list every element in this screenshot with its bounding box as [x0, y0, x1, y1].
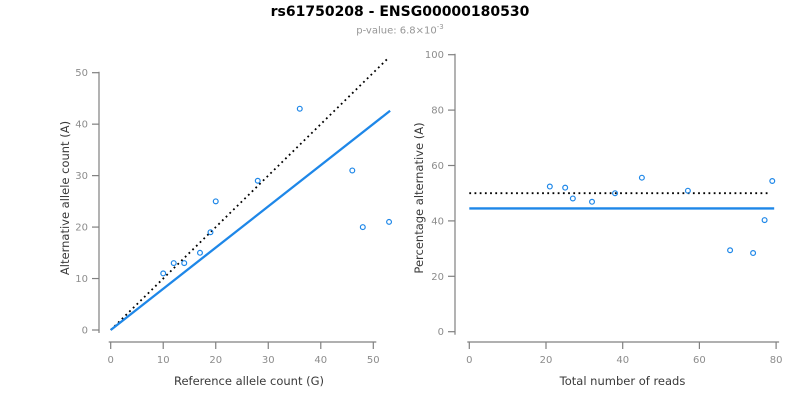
- y-tick-label: 10: [75, 274, 88, 285]
- data-point: [638, 174, 645, 181]
- x-tick-label: 0: [466, 355, 472, 366]
- y-tick-label: 50: [75, 68, 88, 79]
- data-point: [170, 260, 177, 267]
- identity-line: [110, 58, 389, 331]
- data-point: [684, 187, 691, 194]
- data-point: [349, 167, 356, 174]
- x-tick-label: 10: [157, 355, 170, 366]
- y-axis-label: Alternative allele count (A): [58, 121, 72, 275]
- left-scatter-panel: 0 10 20 30 40 50 0 10 20 30 40 50 Reference allele …: [58, 58, 393, 388]
- y-tick-label: 20: [75, 223, 88, 234]
- x-tick-label: 40: [314, 355, 327, 366]
- y-tick-label: 0: [438, 327, 444, 338]
- data-point: [761, 217, 768, 224]
- data-point: [207, 229, 214, 236]
- data-point: [296, 105, 303, 112]
- x-tick-label: 20: [540, 355, 553, 366]
- data-point: [386, 218, 393, 225]
- y-tick-label: 0: [82, 326, 88, 337]
- data-point: [750, 250, 757, 257]
- y-tick-label: 40: [75, 120, 88, 131]
- data-point: [254, 177, 261, 184]
- data-point: [562, 184, 569, 191]
- data-point: [359, 224, 366, 231]
- x-tick-label: 60: [693, 355, 706, 366]
- y-tick-label: 40: [431, 216, 444, 227]
- data-point: [589, 198, 596, 205]
- y-tick-label: 100: [425, 50, 444, 61]
- y-tick-label: 20: [431, 272, 444, 283]
- data-point: [612, 190, 619, 197]
- data-point: [196, 249, 203, 256]
- data-point: [160, 270, 167, 277]
- data-point: [181, 260, 188, 267]
- x-axis-label: Reference allele count (G): [174, 374, 324, 388]
- data-point: [546, 183, 553, 190]
- pvalue-text: p-value: 6.8×10: [356, 25, 437, 37]
- x-tick-label: 30: [262, 355, 275, 366]
- y-tick-label: 80: [431, 106, 444, 117]
- right-scatter-panel: 0 20 40 60 80 0 20 40 60 80 100 Total number of re…: [412, 50, 782, 388]
- plot-subtitle: p-value: 6.8×10-3: [0, 23, 800, 36]
- x-tick-label: 80: [770, 355, 783, 366]
- pvalue-exponent: -3: [436, 23, 444, 31]
- data-point: [569, 195, 576, 202]
- data-point: [212, 198, 219, 205]
- fit-line: [109, 109, 391, 331]
- x-axis-label: Total number of reads: [559, 374, 686, 388]
- x-tick-label: 40: [616, 355, 629, 366]
- y-axis-label: Percentage alternative (A): [412, 122, 426, 273]
- data-point: [727, 247, 734, 254]
- x-tick-label: 50: [367, 355, 380, 366]
- y-tick-label: 60: [431, 161, 444, 172]
- plot-title: rs61750208 - ENSG00000180530: [270, 4, 530, 20]
- y-tick-label: 30: [75, 171, 88, 182]
- data-point: [769, 178, 776, 185]
- x-tick-label: 0: [108, 355, 114, 366]
- x-tick-label: 20: [209, 355, 222, 366]
